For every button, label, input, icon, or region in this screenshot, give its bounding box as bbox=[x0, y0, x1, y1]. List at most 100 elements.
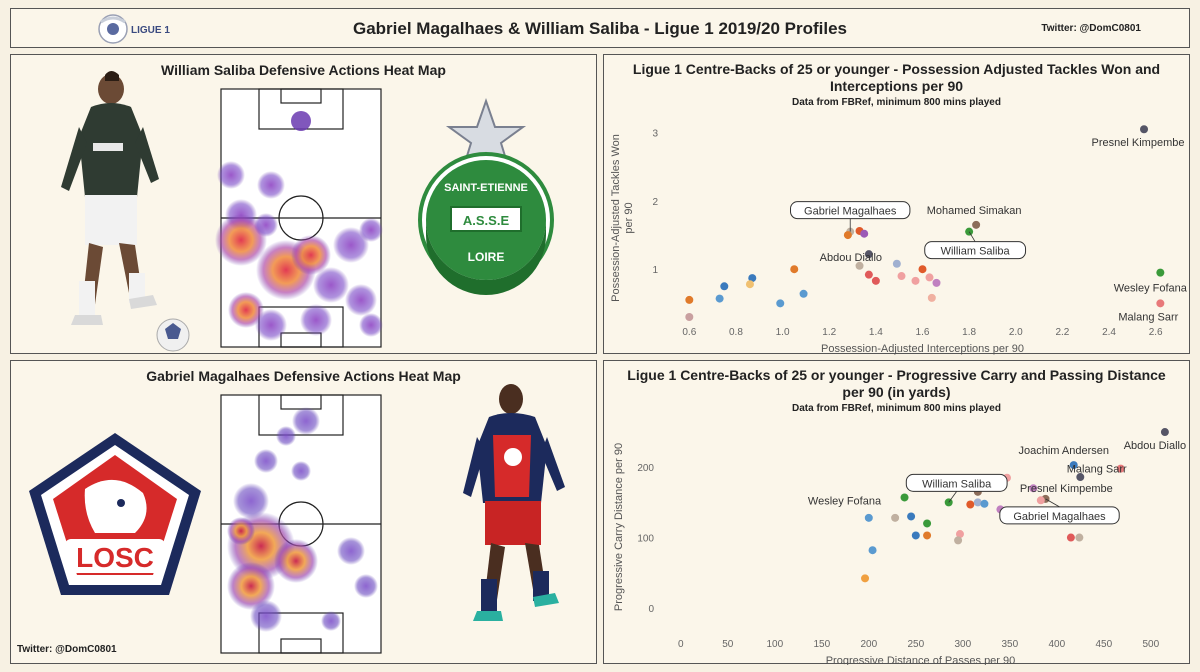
chart2-data-point bbox=[1036, 496, 1045, 505]
chart2-ytick-label: 0 bbox=[648, 604, 654, 615]
chart2-xtick-label: 400 bbox=[1048, 639, 1065, 650]
chart1-ytick-label: 2 bbox=[652, 197, 658, 208]
twitter-handle: Twitter: @DomC0801 bbox=[1041, 23, 1141, 34]
chart2-data-point bbox=[1116, 464, 1125, 473]
chart1-xtick-label: 1.0 bbox=[776, 327, 790, 338]
chart2-data-point bbox=[1069, 461, 1078, 470]
chart1-title: Ligue 1 Centre-Backs of 25 or younger - … bbox=[604, 61, 1189, 95]
chart1-xtick-label: 1.4 bbox=[869, 327, 883, 338]
chart1-data-point bbox=[864, 250, 873, 259]
chart2-point-label: Wesley Fofana bbox=[808, 495, 882, 507]
chart2-yaxis-label: Progressive Carry Distance per 90 bbox=[613, 443, 625, 611]
chart1-data-point bbox=[972, 220, 981, 229]
chart1-xtick-label: 1.6 bbox=[916, 327, 930, 338]
chart1-ytick-label: 3 bbox=[652, 129, 658, 140]
chart2-xtick-label: 150 bbox=[813, 639, 830, 650]
chart1-data-point bbox=[720, 282, 729, 291]
chart1-label-leader bbox=[968, 231, 976, 242]
chart2-data-point bbox=[955, 530, 964, 539]
chart2-data-point bbox=[911, 531, 920, 540]
chart1-data-point bbox=[715, 294, 724, 303]
chart1-yaxis-label: Possession-Adjusted Tackles Won bbox=[610, 134, 622, 302]
chart1-xtick-label: 0.6 bbox=[682, 327, 696, 338]
chart2-data-point bbox=[891, 513, 900, 522]
chart1-data-point bbox=[1156, 268, 1165, 277]
chart1-xtick-label: 2.4 bbox=[1102, 327, 1116, 338]
chart2-label-box bbox=[999, 506, 1120, 525]
chart1-xaxis-label: Possession-Adjusted Interceptions per 90 bbox=[821, 343, 1024, 355]
chart2-data-point bbox=[1160, 428, 1169, 437]
chart1-data-point bbox=[799, 289, 808, 298]
chart2-point-label: Gabriel Magalhaes bbox=[1013, 511, 1106, 523]
progressive-distance-chart-panel: Ligue 1 Centre-Backs of 25 or younger - … bbox=[603, 360, 1190, 665]
chart1-data-point bbox=[918, 265, 927, 274]
ligue1-logo-text: LIGUE 1 bbox=[131, 25, 170, 36]
chart1-ytick-label: 1 bbox=[652, 265, 658, 276]
header-bar: LIGUE 1 Gabriel Magalhaes & William Sali… bbox=[10, 8, 1190, 48]
chart1-data-point bbox=[911, 276, 920, 285]
ligue1-logo: LIGUE 1 bbox=[98, 14, 170, 44]
chart2-label-box bbox=[905, 473, 1008, 492]
chart1-data-point bbox=[790, 265, 799, 274]
chart2-data-point bbox=[980, 499, 989, 508]
chart1-scatter: 0.6 0.8 1.0 1.2 1.4 1.6 1.8 2.0 2.2 2.4 2.6 1 2 3 Poss… bbox=[610, 125, 1188, 355]
chart2-xtick-label: 250 bbox=[907, 639, 924, 650]
chart1-data-point bbox=[932, 278, 941, 287]
page-title: Gabriel Magalhaes & William Saliba - Lig… bbox=[353, 19, 847, 38]
chart2-ytick-label: 200 bbox=[637, 463, 654, 474]
chart2-xtick-label: 200 bbox=[860, 639, 877, 650]
chart2-data-point bbox=[900, 493, 909, 502]
tackles-interceptions-chart-panel: Ligue 1 Centre-Backs of 25 or younger - … bbox=[603, 54, 1190, 355]
chart2-data-point bbox=[954, 536, 963, 545]
chart2-title: Ligue 1 Centre-Backs of 25 or younger - … bbox=[604, 367, 1189, 401]
chart1-title-line1: Ligue 1 Centre-Backs of 25 or younger - … bbox=[632, 61, 1161, 77]
chart1-xtick-label: 1.2 bbox=[822, 327, 836, 338]
chart1-data-point bbox=[748, 274, 757, 283]
chart1-point-label: Mohamed Simakan bbox=[927, 205, 1022, 217]
chart2-ytick-label: 100 bbox=[637, 534, 654, 545]
chart2-point-label: Abdou Diallo bbox=[1124, 440, 1186, 452]
chart1-data-point bbox=[685, 295, 694, 304]
chart2-xtick-label: 0 bbox=[678, 639, 684, 650]
losc-club-badge: LOSC bbox=[29, 433, 201, 595]
chart1-title-line2: Interceptions per 90 bbox=[829, 78, 964, 94]
saliba-heatmap-title: William Saliba Defensive Actions Heat Ma… bbox=[161, 62, 446, 78]
gabriel-player-photo bbox=[463, 384, 565, 621]
chart2-subtitle: Data from FBRef, minimum 800 mins played bbox=[792, 403, 1001, 414]
gabriel-heatmap-panel: Gabriel Magalhaes Defensive Actions Heat… bbox=[10, 360, 597, 664]
chart2-scatter: 0 50 100 150 200 250 300 350 400 450 500 0 100 200 Pro… bbox=[613, 428, 1186, 665]
chart2-title-line2: per 90 (in yards) bbox=[842, 384, 951, 400]
chart1-point-label: William Saliba bbox=[941, 246, 1011, 258]
saliba-heatmap-panel: William Saliba Defensive Actions Heat Ma… bbox=[10, 54, 597, 354]
chart1-point-label: Gabriel Magalhaes bbox=[804, 206, 897, 218]
chart2-label-leader bbox=[948, 491, 958, 503]
chart1-point-label: Abdou Diallo bbox=[820, 252, 882, 264]
chart1-data-point bbox=[843, 231, 852, 240]
chart2-point-label: Joachim Andersen bbox=[1018, 445, 1108, 457]
chart2-data-point bbox=[923, 531, 932, 540]
chart2-xtick-label: 50 bbox=[722, 639, 734, 650]
chart1-data-point bbox=[745, 280, 754, 289]
chart2-label-leader bbox=[1045, 498, 1060, 508]
chart2-data-point bbox=[1029, 484, 1038, 493]
chart1-data-point bbox=[776, 299, 785, 308]
asse-badge-bottom-text: LOIRE bbox=[468, 250, 505, 264]
asse-badge-middle-text: A.S.S.E bbox=[463, 213, 510, 228]
chart1-xtick-label: 2.6 bbox=[1149, 327, 1163, 338]
chart1-xtick-label: 2.0 bbox=[1009, 327, 1023, 338]
chart2-xtick-label: 500 bbox=[1142, 639, 1159, 650]
chart1-data-point bbox=[897, 272, 906, 281]
chart2-xaxis-label: Progressive Distance of Passes per 90 bbox=[826, 655, 1016, 665]
asse-badge-top-text: SAINT-ETIENNE bbox=[444, 182, 528, 194]
twitter-handle-footer: Twitter: @DomC0801 bbox=[17, 644, 117, 655]
chart2-data-point bbox=[1076, 473, 1085, 482]
chart1-point-label: Wesley Fofana bbox=[1114, 283, 1188, 295]
chart1-data-point bbox=[871, 276, 880, 285]
chart2-point-label: William Saliba bbox=[922, 478, 992, 490]
chart1-xtick-label: 2.2 bbox=[1055, 327, 1069, 338]
chart1-data-point bbox=[1156, 299, 1165, 308]
chart2-data-point bbox=[861, 574, 870, 583]
chart1-data-point bbox=[855, 261, 864, 270]
chart1-data-point bbox=[685, 313, 694, 321]
chart1-data-point bbox=[864, 270, 873, 279]
